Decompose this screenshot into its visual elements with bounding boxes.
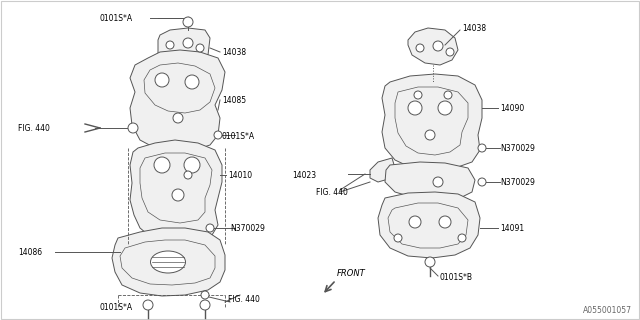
Text: 14023: 14023: [292, 171, 316, 180]
Circle shape: [433, 41, 443, 51]
Circle shape: [184, 157, 200, 173]
Polygon shape: [382, 74, 482, 170]
Text: N370029: N370029: [500, 178, 535, 187]
Circle shape: [172, 189, 184, 201]
Circle shape: [438, 101, 452, 115]
Circle shape: [458, 234, 466, 242]
Circle shape: [425, 130, 435, 140]
Circle shape: [425, 257, 435, 267]
Circle shape: [433, 177, 443, 187]
Text: 0101S*A: 0101S*A: [100, 303, 133, 313]
Circle shape: [166, 41, 174, 49]
Circle shape: [416, 44, 424, 52]
Circle shape: [478, 144, 486, 152]
Circle shape: [155, 73, 169, 87]
Text: 14085: 14085: [222, 95, 246, 105]
Text: N370029: N370029: [500, 143, 535, 153]
Circle shape: [409, 216, 421, 228]
Circle shape: [414, 91, 422, 99]
Text: N370029: N370029: [230, 223, 265, 233]
Polygon shape: [130, 140, 222, 242]
Circle shape: [201, 291, 209, 299]
Text: 0101S*A: 0101S*A: [100, 13, 133, 22]
Circle shape: [154, 157, 170, 173]
Text: 14086: 14086: [18, 247, 42, 257]
Text: A055001057: A055001057: [583, 306, 632, 315]
Circle shape: [206, 224, 214, 232]
Circle shape: [444, 91, 452, 99]
Polygon shape: [385, 162, 475, 200]
Text: FIG. 440: FIG. 440: [18, 124, 50, 132]
Polygon shape: [378, 192, 480, 258]
Ellipse shape: [150, 251, 186, 273]
Text: FRONT: FRONT: [337, 269, 365, 278]
Circle shape: [183, 17, 193, 27]
Circle shape: [128, 123, 138, 133]
Text: 0101S*B: 0101S*B: [440, 274, 473, 283]
Circle shape: [478, 178, 486, 186]
Circle shape: [185, 75, 199, 89]
Circle shape: [394, 234, 402, 242]
Polygon shape: [112, 228, 225, 296]
Text: 14010: 14010: [228, 171, 252, 180]
Circle shape: [173, 113, 183, 123]
Text: 14038: 14038: [222, 47, 246, 57]
Polygon shape: [130, 50, 225, 152]
Circle shape: [183, 38, 193, 48]
Text: FIG. 440: FIG. 440: [228, 295, 260, 305]
Circle shape: [214, 131, 222, 139]
Circle shape: [439, 216, 451, 228]
Text: 14038: 14038: [462, 23, 486, 33]
Text: FIG. 440: FIG. 440: [316, 188, 348, 196]
Polygon shape: [370, 158, 395, 182]
Circle shape: [408, 101, 422, 115]
Circle shape: [196, 44, 204, 52]
Polygon shape: [158, 28, 210, 65]
Polygon shape: [408, 28, 458, 65]
Text: 0101S*A: 0101S*A: [222, 132, 255, 140]
Circle shape: [184, 171, 192, 179]
Circle shape: [143, 300, 153, 310]
Circle shape: [446, 48, 454, 56]
Text: 14091: 14091: [500, 223, 524, 233]
Circle shape: [200, 300, 210, 310]
Text: 14090: 14090: [500, 103, 524, 113]
